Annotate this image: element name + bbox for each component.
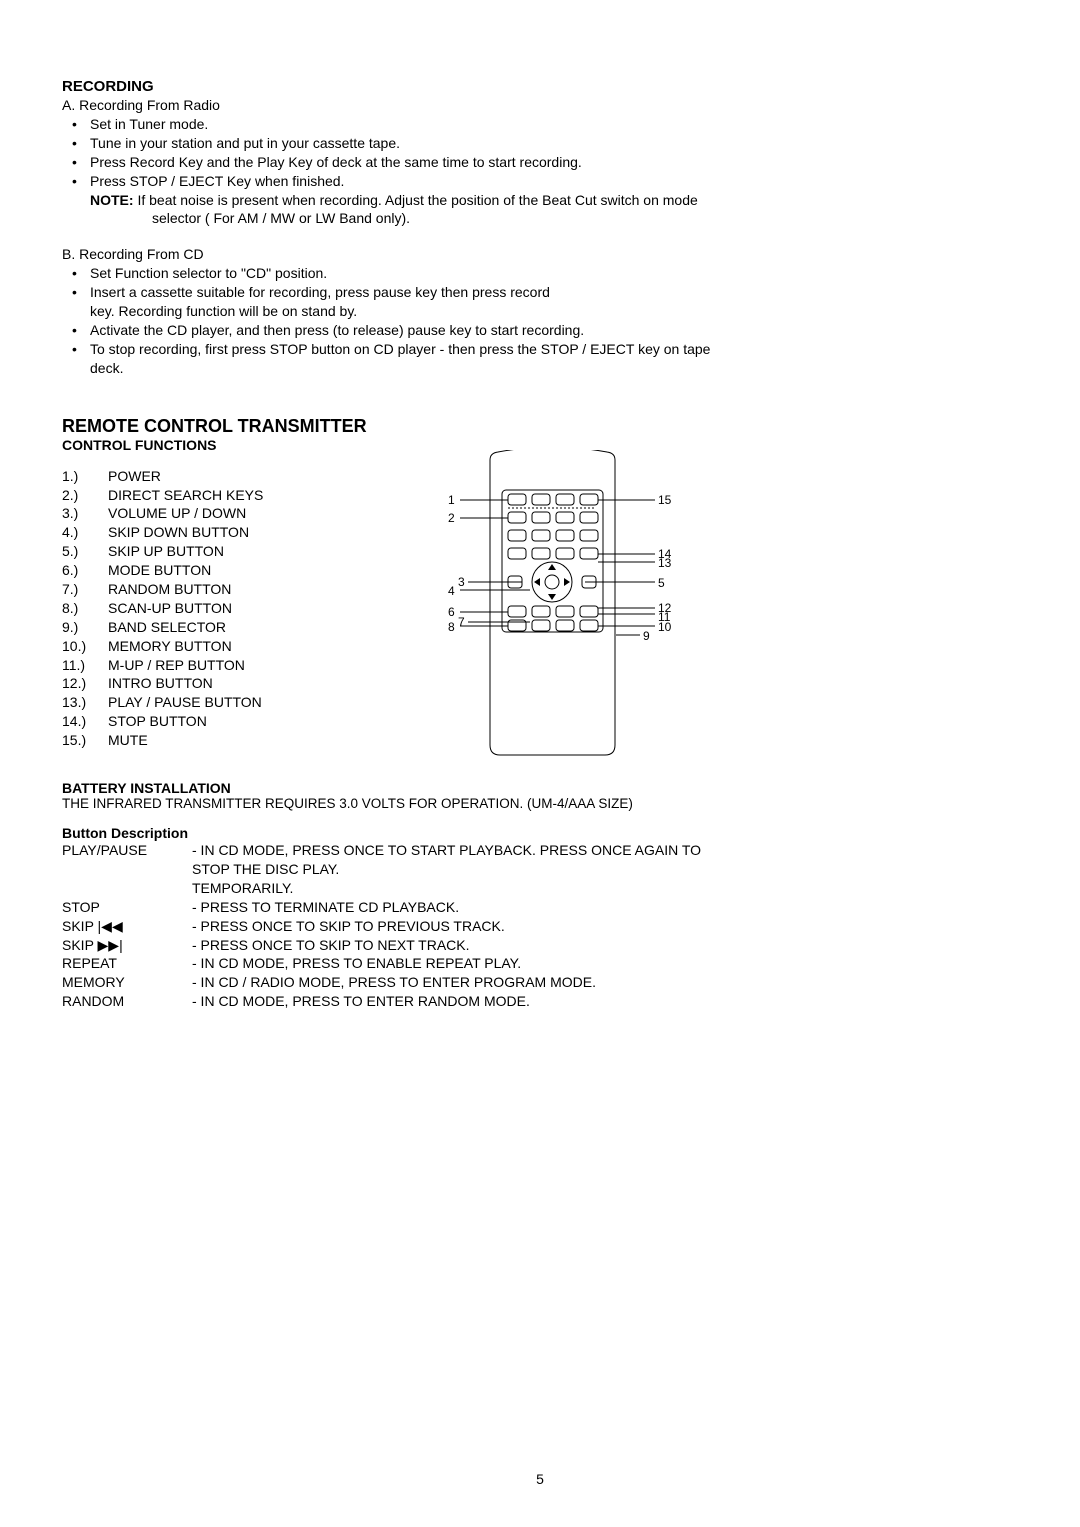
button-desc-row: TEMPORARILY. bbox=[62, 879, 1018, 898]
button-desc-row: SKIP |◀◀- PRESS ONCE TO SKIP TO PREVIOUS… bbox=[62, 917, 1018, 936]
section-b-list-2: Activate the CD player, and then press (… bbox=[62, 321, 1018, 359]
button-desc-text: - IN CD MODE, PRESS ONCE TO START PLAYBA… bbox=[192, 841, 1018, 860]
list-item: Insert a cassette suitable for recording… bbox=[62, 283, 1018, 302]
button-desc-heading: Button Description bbox=[62, 825, 1018, 841]
battery-heading: BATTERY INSTALLATION bbox=[62, 780, 1018, 796]
button-desc-label: STOP bbox=[62, 898, 192, 917]
list-label: PLAY / PAUSE BUTTON bbox=[108, 693, 262, 712]
remote-diagram: 1 2 3 4 6 8 7 15 14 13 5 12 11 10 9 bbox=[430, 450, 690, 760]
list-number: 15.) bbox=[62, 731, 108, 750]
list-number: 14.) bbox=[62, 712, 108, 731]
callout-num: 1 bbox=[448, 493, 455, 507]
callout-num: 2 bbox=[448, 511, 455, 525]
button-desc-row: RANDOM- IN CD MODE, PRESS TO ENTER RANDO… bbox=[62, 992, 1018, 1011]
list-label: INTRO BUTTON bbox=[108, 674, 213, 693]
callout-num: 3 bbox=[458, 575, 465, 589]
button-desc-text: - PRESS TO TERMINATE CD PLAYBACK. bbox=[192, 898, 1018, 917]
callout-num: 6 bbox=[448, 605, 455, 619]
note-label: NOTE: bbox=[90, 192, 134, 208]
button-desc-row: STOP THE DISC PLAY. bbox=[62, 860, 1018, 879]
list-number: 13.) bbox=[62, 693, 108, 712]
list-item-cont: deck. bbox=[62, 359, 1018, 378]
section-a-title: A. Recording From Radio bbox=[62, 97, 1018, 113]
list-number: 8.) bbox=[62, 599, 108, 618]
button-desc-label: SKIP ▶▶| bbox=[62, 936, 192, 955]
callout-num: 13 bbox=[658, 556, 671, 570]
list-number: 7.) bbox=[62, 580, 108, 599]
callout-num: 4 bbox=[448, 584, 455, 598]
list-number: 4.) bbox=[62, 523, 108, 542]
recording-heading: RECORDING bbox=[62, 78, 1018, 95]
page-number: 5 bbox=[536, 1471, 544, 1487]
battery-text: THE INFRARED TRANSMITTER REQUIRES 3.0 VO… bbox=[62, 796, 1018, 811]
button-desc-text: TEMPORARILY. bbox=[192, 879, 1018, 898]
list-label: MUTE bbox=[108, 731, 148, 750]
list-label: M-UP / REP BUTTON bbox=[108, 656, 245, 675]
button-desc-text: - IN CD MODE, PRESS TO ENTER RANDOM MODE… bbox=[192, 992, 1018, 1011]
button-desc-row: STOP- PRESS TO TERMINATE CD PLAYBACK. bbox=[62, 898, 1018, 917]
callout-num: 15 bbox=[658, 493, 671, 507]
button-desc-text: - PRESS ONCE TO SKIP TO NEXT TRACK. bbox=[192, 936, 1018, 955]
list-number: 11.) bbox=[62, 656, 108, 675]
list-label: SKIP UP BUTTON bbox=[108, 542, 224, 561]
button-desc-label: PLAY/PAUSE bbox=[62, 841, 192, 860]
list-number: 12.) bbox=[62, 674, 108, 693]
list-item: Activate the CD player, and then press (… bbox=[62, 321, 1018, 340]
list-label: SCAN-UP BUTTON bbox=[108, 599, 232, 618]
button-desc-row: PLAY/PAUSE- IN CD MODE, PRESS ONCE TO ST… bbox=[62, 841, 1018, 860]
list-label: VOLUME UP / DOWN bbox=[108, 504, 246, 523]
callout-num: 8 bbox=[448, 620, 455, 634]
list-item: To stop recording, first press STOP butt… bbox=[62, 340, 1018, 359]
button-desc-table: PLAY/PAUSE- IN CD MODE, PRESS ONCE TO ST… bbox=[62, 841, 1018, 1011]
note-text-2: selector ( For AM / MW or LW Band only). bbox=[62, 209, 1018, 228]
list-label: STOP BUTTON bbox=[108, 712, 207, 731]
button-desc-label: RANDOM bbox=[62, 992, 192, 1011]
section-b-title: B. Recording From CD bbox=[62, 246, 1018, 262]
remote-title: REMOTE CONTROL TRANSMITTER bbox=[62, 416, 1018, 437]
button-desc-label: SKIP |◀◀ bbox=[62, 917, 192, 936]
list-item: Tune in your station and put in your cas… bbox=[62, 134, 1018, 153]
callout-num: 9 bbox=[643, 629, 650, 643]
list-number: 10.) bbox=[62, 637, 108, 656]
list-item: Set in Tuner mode. bbox=[62, 115, 1018, 134]
list-label: BAND SELECTOR bbox=[108, 618, 226, 637]
callout-num: 7 bbox=[458, 615, 465, 629]
section-b-list: Set Function selector to "CD" position. … bbox=[62, 264, 1018, 302]
list-label: RANDOM BUTTON bbox=[108, 580, 231, 599]
button-desc-label: REPEAT bbox=[62, 954, 192, 973]
list-item: Set Function selector to "CD" position. bbox=[62, 264, 1018, 283]
button-desc-row: SKIP ▶▶|- PRESS ONCE TO SKIP TO NEXT TRA… bbox=[62, 936, 1018, 955]
list-number: 1.) bbox=[62, 467, 108, 486]
list-number: 3.) bbox=[62, 504, 108, 523]
callout-num: 5 bbox=[658, 576, 665, 590]
list-item: Press STOP / EJECT Key when finished. bbox=[62, 172, 1018, 191]
button-desc-text: - IN CD / RADIO MODE, PRESS TO ENTER PRO… bbox=[192, 973, 1018, 992]
remote-svg bbox=[430, 450, 690, 760]
list-label: MEMORY BUTTON bbox=[108, 637, 232, 656]
button-desc-text: STOP THE DISC PLAY. bbox=[192, 860, 1018, 879]
button-desc-text: - PRESS ONCE TO SKIP TO PREVIOUS TRACK. bbox=[192, 917, 1018, 936]
button-desc-text: - IN CD MODE, PRESS TO ENABLE REPEAT PLA… bbox=[192, 954, 1018, 973]
note-text-1: If beat noise is present when recording.… bbox=[137, 192, 697, 208]
list-number: 2.) bbox=[62, 486, 108, 505]
callout-num: 10 bbox=[658, 620, 671, 634]
list-label: MODE BUTTON bbox=[108, 561, 211, 580]
note-line: NOTE: If beat noise is present when reco… bbox=[62, 191, 1018, 210]
button-desc-label: MEMORY bbox=[62, 973, 192, 992]
list-number: 9.) bbox=[62, 618, 108, 637]
button-desc-row: REPEAT- IN CD MODE, PRESS TO ENABLE REPE… bbox=[62, 954, 1018, 973]
list-item: Press Record Key and the Play Key of dec… bbox=[62, 153, 1018, 172]
recording-section: RECORDING A. Recording From Radio Set in… bbox=[62, 78, 1018, 378]
button-desc-row: MEMORY- IN CD / RADIO MODE, PRESS TO ENT… bbox=[62, 973, 1018, 992]
list-number: 6.) bbox=[62, 561, 108, 580]
list-label: DIRECT SEARCH KEYS bbox=[108, 486, 263, 505]
list-item-cont: key. Recording function will be on stand… bbox=[62, 302, 1018, 321]
list-label: POWER bbox=[108, 467, 161, 486]
list-number: 5.) bbox=[62, 542, 108, 561]
list-label: SKIP DOWN BUTTON bbox=[108, 523, 249, 542]
section-a-list: Set in Tuner mode. Tune in your station … bbox=[62, 115, 1018, 191]
